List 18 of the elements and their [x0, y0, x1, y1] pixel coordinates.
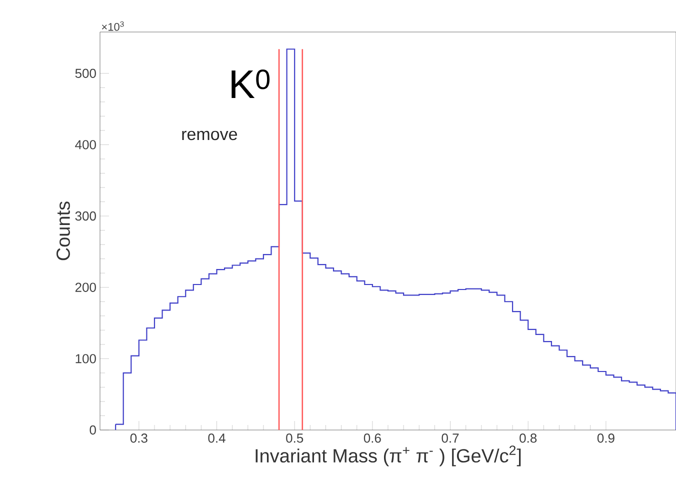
text: ×10$^{3}$	[102, 21, 124, 31]
y-tick-label: 300	[75, 211, 96, 221]
x-tick-label: 0.9	[597, 434, 614, 443]
y-axis-title: Counts	[56, 202, 70, 260]
y-tick-label: 200	[75, 282, 96, 292]
x-tick-label: 0.4	[208, 434, 226, 443]
x-tick-label: 0.6	[364, 434, 381, 443]
y-tick-label: 0	[90, 425, 96, 435]
x-tick-label: 0.5	[286, 434, 304, 443]
y-tick-label: 500	[75, 68, 96, 78]
x-axis-title: Invariant Mass (π$^{+}$ π$^{-}$ ) [GeV/c$^{2}$]	[256, 446, 521, 466]
x-tick-label: 0.3	[130, 434, 148, 443]
x-tick-label: 0.8	[520, 434, 537, 443]
annotation: K$^{0}$	[232, 69, 270, 98]
x-tick-label: 0.7	[442, 434, 459, 443]
y-tick-label: 100	[76, 354, 96, 364]
annotation: remove	[182, 130, 238, 140]
y-tick-label: 400	[75, 140, 96, 150]
